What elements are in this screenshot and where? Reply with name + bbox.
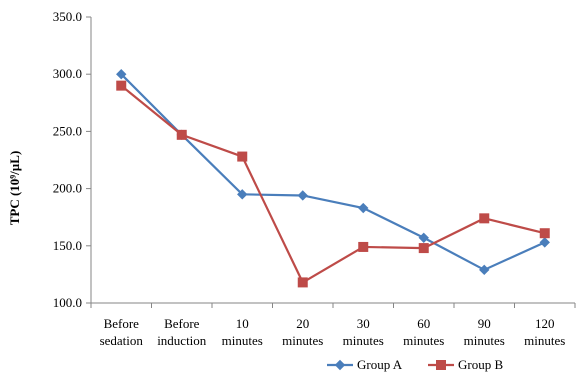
x-tick-label: 10 minutes bbox=[222, 316, 263, 348]
x-tick-label: 90 minutes bbox=[464, 316, 505, 348]
x-tick-labels: Before sedation Before induction 10 minutes 20… bbox=[100, 316, 566, 348]
x-tick-label: 30 minutes bbox=[343, 316, 384, 348]
data-point bbox=[539, 228, 550, 239]
data-point bbox=[358, 241, 369, 252]
series-layer bbox=[116, 68, 550, 288]
y-tick-labels: 100.0 150.0 200.0 250.0 300.0 350.0 bbox=[53, 9, 82, 310]
legend-label: Group A bbox=[357, 357, 403, 372]
data-point bbox=[237, 151, 248, 162]
x-tick-label: 120 minutes bbox=[524, 316, 565, 348]
data-point bbox=[116, 80, 127, 91]
axes bbox=[86, 16, 576, 308]
data-point bbox=[116, 68, 127, 80]
legend-label: Group B bbox=[458, 357, 503, 372]
data-point bbox=[297, 277, 308, 288]
data-point bbox=[237, 189, 248, 200]
x-tick-label: Before induction bbox=[157, 316, 207, 348]
x-tick-label: Before sedation bbox=[100, 316, 144, 348]
y-tick-label: 300.0 bbox=[53, 66, 82, 81]
legend-marker bbox=[436, 360, 446, 370]
data-point bbox=[418, 232, 429, 243]
data-point bbox=[418, 243, 429, 254]
series-line bbox=[120, 73, 546, 272]
x-tick-label: 60 minutes bbox=[403, 316, 444, 348]
series-line bbox=[120, 84, 546, 284]
y-tick-label: 150.0 bbox=[53, 238, 82, 253]
y-tick-label: 100.0 bbox=[53, 295, 82, 310]
series-group-a bbox=[116, 68, 550, 276]
x-tick-label: 20 minutes bbox=[282, 316, 323, 348]
data-point bbox=[176, 129, 187, 140]
data-point bbox=[479, 213, 490, 224]
data-point bbox=[358, 202, 369, 214]
legend: Group A Group B bbox=[327, 357, 503, 372]
legend-marker bbox=[334, 359, 346, 371]
data-point bbox=[539, 237, 550, 248]
data-point bbox=[479, 264, 490, 276]
y-tick-label: 200.0 bbox=[53, 181, 82, 196]
data-point bbox=[297, 190, 308, 201]
series-group-b bbox=[116, 80, 550, 288]
y-axis-label: TPC (10⁹/µL) bbox=[7, 151, 22, 226]
y-tick-label: 250.0 bbox=[53, 123, 82, 138]
y-tick-label: 350.0 bbox=[53, 9, 82, 24]
